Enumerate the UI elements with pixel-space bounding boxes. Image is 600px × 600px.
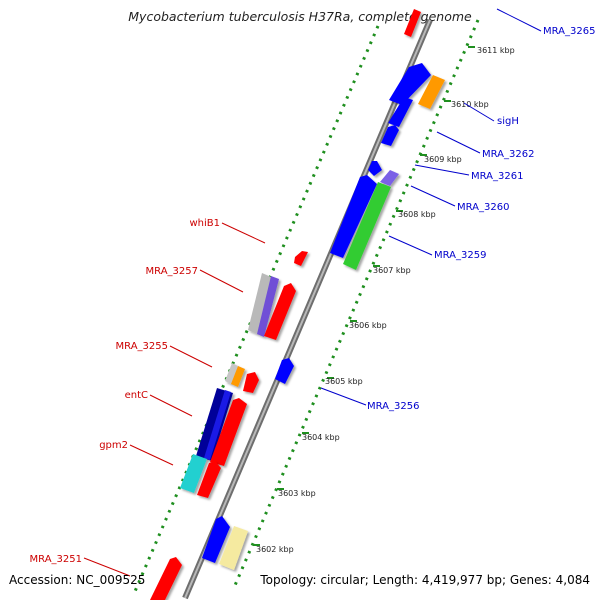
gene-label-MRA_3256[interactable]: MRA_3256 [367, 401, 419, 412]
plus-gene-labels [320, 8, 542, 406]
kbp-tick-marks [253, 46, 475, 546]
gene-label-MRA_3257[interactable]: MRA_3257 [146, 266, 198, 277]
gene-label-whiB1[interactable]: whiB1 [189, 218, 220, 229]
gene-label-MRA_3260[interactable]: MRA_3260 [457, 202, 509, 213]
gene-label-gpm2[interactable]: gpm2 [99, 440, 128, 451]
gene-feature-blue [202, 516, 230, 563]
gene-feature-purple [380, 170, 399, 186]
kbp-label-3609: 3609 kbp [424, 155, 462, 164]
minus-strand-features [150, 9, 421, 600]
gene-label-sigH[interactable]: sigH [497, 116, 519, 127]
plus-strand-features [202, 63, 445, 570]
gene-label-MRA_3251[interactable]: MRA_3251 [30, 554, 82, 565]
genome-stats-text: Topology: circular; Length: 4,419,977 bp… [260, 573, 590, 587]
gene-label-MRA_3261[interactable]: MRA_3261 [471, 171, 523, 182]
kbp-label-3602: 3602 kbp [256, 545, 294, 554]
gene-feature-cyan [180, 454, 207, 493]
gene-feature-orange [418, 75, 445, 109]
kbp-labels: 3611 kbp 3610 kbp 3609 kbp 3608 kbp 3607… [256, 46, 515, 554]
gene-label-MRA_3265[interactable]: MRA_3265 [543, 26, 595, 37]
kbp-label-3607: 3607 kbp [373, 266, 411, 275]
kbp-label-3606: 3606 kbp [349, 321, 387, 330]
gene-label-MRA_3259[interactable]: MRA_3259 [434, 250, 486, 261]
gene-feature-blue [381, 125, 399, 146]
gene-label-entC[interactable]: entC [125, 390, 148, 401]
plus-track-dots [231, 19, 480, 591]
gene-feature-red [210, 398, 247, 466]
gene-label-MRA_3255[interactable]: MRA_3255 [116, 341, 168, 352]
gene-label-MRA_3262[interactable]: MRA_3262 [482, 149, 534, 160]
gene-feature-orange [231, 366, 245, 387]
gene-feature-blue [388, 97, 413, 127]
accession-text: Accession: NC_009525 [9, 573, 146, 587]
gene-feature-blue [330, 175, 377, 258]
gene-feature-blue [389, 63, 431, 105]
gene-feature-grey [248, 273, 271, 334]
gene-feature-red [150, 557, 182, 600]
minus-gene-labels [83, 222, 266, 577]
gene-feature-purple [257, 276, 279, 337]
kbp-label-3604: 3604 kbp [302, 433, 340, 442]
gene-feature-red [404, 9, 421, 37]
gene-feature-red [197, 461, 221, 498]
gene-feature-blue [204, 390, 231, 460]
kbp-label-3603: 3603 kbp [278, 489, 316, 498]
gene-feature-red [294, 251, 308, 266]
gene-feature-yellow [219, 526, 248, 570]
minus-track-dots [131, 25, 380, 597]
kbp-label-3611: 3611 kbp [477, 46, 515, 55]
gene-feature-grey [225, 363, 238, 384]
kbp-label-3608: 3608 kbp [398, 210, 436, 219]
kbp-label-3610: 3610 kbp [451, 100, 489, 109]
kbp-label-3605: 3605 kbp [325, 377, 363, 386]
gene-feature-red [264, 283, 296, 340]
gene-feature-blue [368, 161, 382, 176]
gene-feature-blue [275, 358, 294, 384]
gene-feature-green [343, 182, 391, 270]
gene-feature-red [243, 372, 259, 393]
map-title: Mycobacterium tuberculosis H37Ra, comple… [128, 9, 472, 24]
genome-backbone [182, 18, 433, 600]
